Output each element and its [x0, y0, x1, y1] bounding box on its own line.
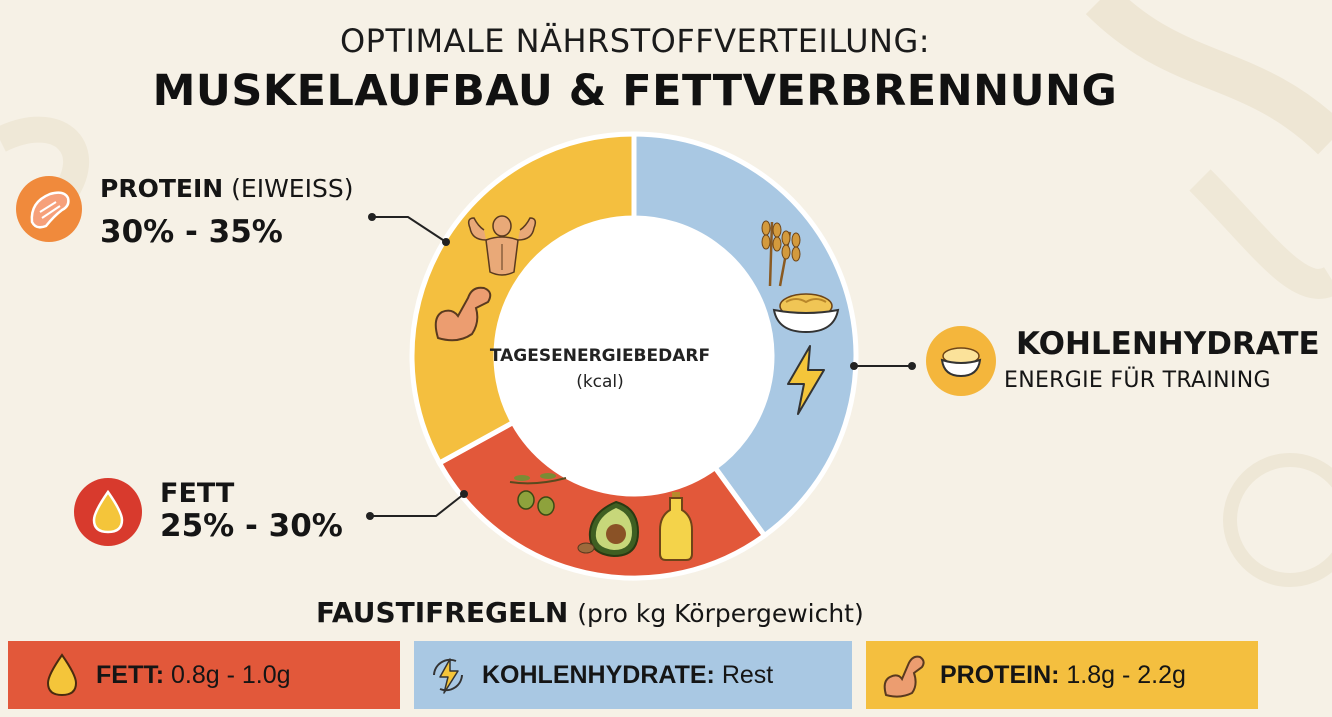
rules-heading: FAUSTIFREGELN (pro kg Körpergewicht) [316, 596, 864, 629]
rule-fat: FETT: 0.8g - 1.0g [8, 641, 400, 709]
donut-center-title: TAGESENERGIEBEDARF [489, 346, 711, 366]
protein-leader-line [372, 216, 447, 243]
donut-center-unit: (kcal) [576, 372, 624, 392]
subtitle-heading: OPTIMALE NÄHRSTOFFVERTEILUNG: [339, 22, 931, 60]
carbs-leader-line-dot [850, 362, 858, 370]
fat-range: 25% - 30% [160, 508, 343, 544]
carbs-leader-line-dot [908, 362, 916, 370]
rule-carbs: KOHLENHYDRATE: Rest [414, 641, 852, 709]
flexed-arm-icon [434, 286, 492, 342]
lightning-cycle-icon [433, 658, 463, 694]
salmon-icon [16, 176, 82, 242]
fat-leader-line-dot [366, 512, 374, 520]
protein-name: PROTEIN [100, 174, 224, 203]
fat-leader-line [370, 493, 465, 517]
page-title: MUSKELAUFBAU & FETTVERBRENNUNG [152, 66, 1118, 116]
protein-range: 30% - 35% [100, 214, 283, 250]
rule-fat-text: FETT: 0.8g - 1.0g [96, 660, 291, 689]
bodybuilder-icon [467, 215, 537, 276]
fat-leader-line-dot [460, 490, 468, 498]
avocado-icon [577, 500, 640, 558]
lightning-icon [787, 345, 825, 415]
drop-icon [46, 653, 78, 697]
rule-carbs-text: KOHLENHYDRATE: Rest [482, 660, 774, 689]
carbs-name: KOHLENHYDRATE [1016, 326, 1320, 362]
protein-leader-line-dot [442, 238, 450, 246]
fat-name: FETT [160, 478, 235, 509]
oil-bottle-icon [659, 492, 693, 561]
donut-center [496, 218, 772, 494]
protein-label: PROTEIN (EIWEISS) [100, 174, 353, 203]
rules-title: FAUSTIFREGELN [316, 596, 569, 629]
wheat-icon [761, 220, 801, 287]
rule-protein: PROTEIN: 1.8g - 2.2g [866, 641, 1258, 709]
carbs-bowl-icon [926, 326, 996, 396]
protein-paren: (EIWEISS) [231, 174, 354, 203]
carbs-subtitle: ENERGIE FÜR TRAINING [1004, 368, 1271, 393]
fat-drop-icon [74, 478, 142, 546]
rule-protein-text: PROTEIN: 1.8g - 2.2g [940, 660, 1186, 689]
pasta-bowl-icon [772, 293, 840, 334]
olive-branch-icon [509, 473, 567, 516]
arm-icon [883, 655, 925, 698]
rules-subtitle: (pro kg Körpergewicht) [577, 599, 864, 628]
protein-leader-line-dot [368, 213, 376, 221]
